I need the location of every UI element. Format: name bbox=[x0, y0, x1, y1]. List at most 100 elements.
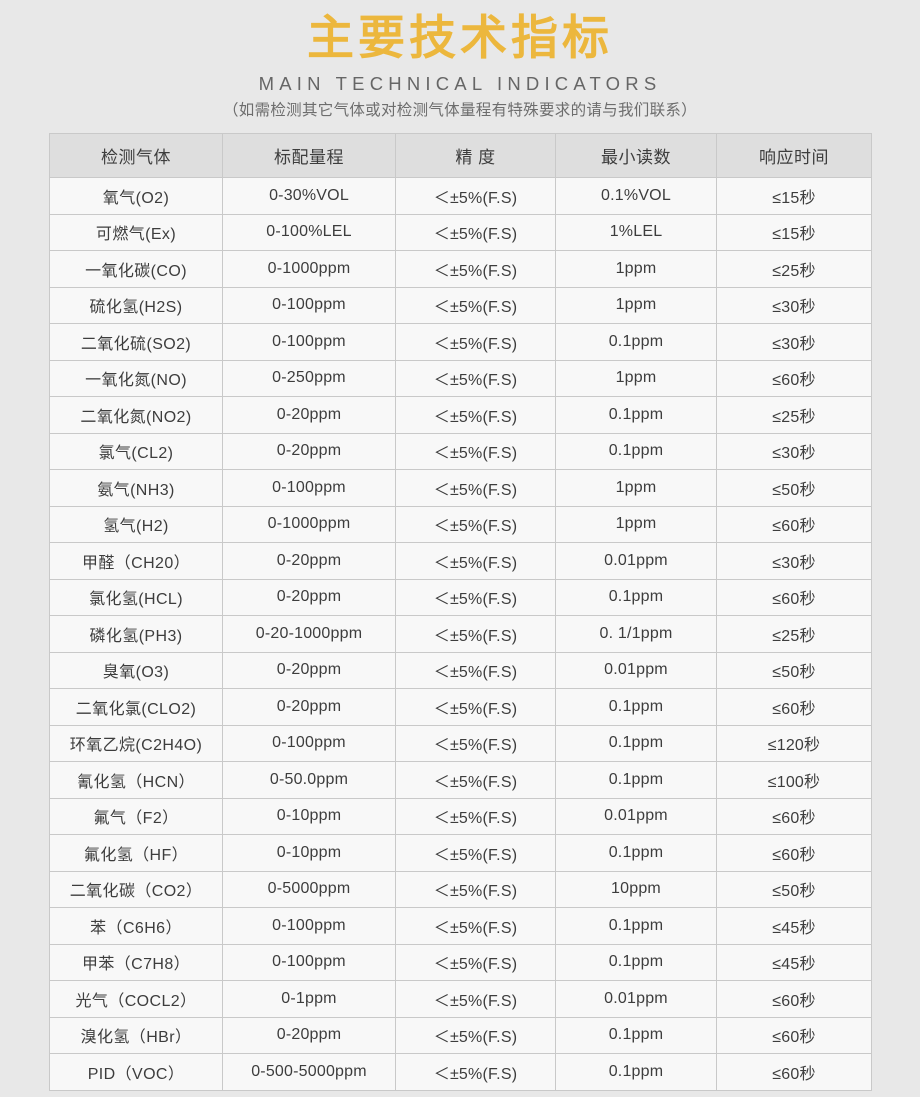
cell-min-reading: 0.1ppm bbox=[555, 943, 717, 981]
cell-gas-name: 氟化氢（HF） bbox=[49, 834, 223, 872]
cell-response-time: ≤60秒 bbox=[716, 1053, 872, 1091]
cell-min-reading: 1ppm bbox=[555, 286, 717, 324]
cell-accuracy: ＜±5%(F.S) bbox=[395, 797, 556, 835]
cell-min-reading: 0.1ppm bbox=[555, 323, 717, 361]
cell-min-reading: 0.1ppm bbox=[555, 761, 717, 799]
cell-response-time: ≤60秒 bbox=[716, 578, 872, 616]
table-row: 氢气(H2) 0-1000ppm ＜±5%(F.S) 1ppm ≤60秒 bbox=[49, 505, 872, 543]
cell-min-reading: 0.1ppm bbox=[555, 1053, 717, 1091]
cell-standard-range: 0-100ppm bbox=[222, 323, 396, 361]
cell-gas-name: 一氧化氮(NO) bbox=[49, 359, 223, 397]
cell-standard-range: 0-100ppm bbox=[222, 724, 396, 762]
cell-accuracy: ＜±5%(F.S) bbox=[395, 870, 556, 908]
cell-gas-name: 氧气(O2) bbox=[49, 177, 223, 215]
cell-min-reading: 0.1ppm bbox=[555, 688, 717, 726]
cell-accuracy: ＜±5%(F.S) bbox=[395, 943, 556, 981]
cell-standard-range: 0-250ppm bbox=[222, 359, 396, 397]
cell-accuracy: ＜±5%(F.S) bbox=[395, 651, 556, 689]
page-header: 主要技术指标 MAIN TECHNICAL INDICATORS （如需检测其它… bbox=[0, 0, 920, 123]
table-row: 氨气(NH3) 0-100ppm ＜±5%(F.S) 1ppm ≤50秒 bbox=[49, 469, 872, 507]
cell-standard-range: 0-20ppm bbox=[222, 432, 396, 470]
table-header-row: 检测气体 标配量程 精 度 最小读数 响应时间 bbox=[49, 133, 872, 178]
cell-min-reading: 1ppm bbox=[555, 505, 717, 543]
cell-min-reading: 1ppm bbox=[555, 469, 717, 507]
table-row: 光气（COCL2） 0-1ppm ＜±5%(F.S) 0.01ppm ≤60秒 bbox=[49, 980, 872, 1018]
cell-response-time: ≤25秒 bbox=[716, 615, 872, 653]
cell-standard-range: 0-100ppm bbox=[222, 907, 396, 945]
cell-standard-range: 0-20ppm bbox=[222, 688, 396, 726]
cell-standard-range: 0-1000ppm bbox=[222, 505, 396, 543]
cell-gas-name: 氢气(H2) bbox=[49, 505, 223, 543]
cell-accuracy: ＜±5%(F.S) bbox=[395, 213, 556, 251]
cell-standard-range: 0-100ppm bbox=[222, 469, 396, 507]
cell-gas-name: 苯（C6H6） bbox=[49, 907, 223, 945]
cell-response-time: ≤45秒 bbox=[716, 943, 872, 981]
cell-accuracy: ＜±5%(F.S) bbox=[395, 980, 556, 1018]
cell-accuracy: ＜±5%(F.S) bbox=[395, 615, 556, 653]
cell-accuracy: ＜±5%(F.S) bbox=[395, 396, 556, 434]
cell-gas-name: 氯气(CL2) bbox=[49, 432, 223, 470]
cell-min-reading: 0.01ppm bbox=[555, 980, 717, 1018]
technical-indicators-table: 检测气体 标配量程 精 度 最小读数 响应时间 氧气(O2) 0-30%VOL ＜±… bbox=[49, 133, 872, 1091]
table-row: 磷化氢(PH3) 0-20-1000ppm ＜±5%(F.S) 0. 1/1ppm ≤2… bbox=[49, 615, 872, 653]
cell-min-reading: 10ppm bbox=[555, 870, 717, 908]
cell-min-reading: 1ppm bbox=[555, 250, 717, 288]
cell-gas-name: 磷化氢(PH3) bbox=[49, 615, 223, 653]
cell-gas-name: 氨气(NH3) bbox=[49, 469, 223, 507]
cell-accuracy: ＜±5%(F.S) bbox=[395, 432, 556, 470]
cell-response-time: ≤50秒 bbox=[716, 651, 872, 689]
cell-min-reading: 0.1ppm bbox=[555, 834, 717, 872]
cell-gas-name: PID（VOC） bbox=[49, 1053, 223, 1091]
cell-gas-name: 二氧化氯(CLO2) bbox=[49, 688, 223, 726]
cell-standard-range: 0-20-1000ppm bbox=[222, 615, 396, 653]
column-header-accuracy: 精 度 bbox=[395, 133, 556, 178]
table-row: 二氧化氮(NO2) 0-20ppm ＜±5%(F.S) 0.1ppm ≤25秒 bbox=[49, 396, 872, 434]
cell-gas-name: 臭氧(O3) bbox=[49, 651, 223, 689]
cell-standard-range: 0-20ppm bbox=[222, 542, 396, 580]
cell-response-time: ≤30秒 bbox=[716, 286, 872, 324]
cell-response-time: ≤60秒 bbox=[716, 359, 872, 397]
cell-gas-name: 甲醛（CH20） bbox=[49, 542, 223, 580]
table-row: 苯（C6H6） 0-100ppm ＜±5%(F.S) 0.1ppm ≤45秒 bbox=[49, 907, 872, 945]
table-row: 甲醛（CH20） 0-20ppm ＜±5%(F.S) 0.01ppm ≤30秒 bbox=[49, 542, 872, 580]
cell-accuracy: ＜±5%(F.S) bbox=[395, 578, 556, 616]
cell-response-time: ≤25秒 bbox=[716, 250, 872, 288]
cell-standard-range: 0-20ppm bbox=[222, 651, 396, 689]
cell-response-time: ≤120秒 bbox=[716, 724, 872, 762]
cell-response-time: ≤50秒 bbox=[716, 870, 872, 908]
cell-response-time: ≤30秒 bbox=[716, 542, 872, 580]
cell-accuracy: ＜±5%(F.S) bbox=[395, 542, 556, 580]
cell-response-time: ≤45秒 bbox=[716, 907, 872, 945]
cell-accuracy: ＜±5%(F.S) bbox=[395, 505, 556, 543]
cell-accuracy: ＜±5%(F.S) bbox=[395, 469, 556, 507]
cell-standard-range: 0-100ppm bbox=[222, 943, 396, 981]
table-row: 氯气(CL2) 0-20ppm ＜±5%(F.S) 0.1ppm ≤30秒 bbox=[49, 432, 872, 470]
table-row: 臭氧(O3) 0-20ppm ＜±5%(F.S) 0.01ppm ≤50秒 bbox=[49, 651, 872, 689]
cell-response-time: ≤25秒 bbox=[716, 396, 872, 434]
table-row: 环氧乙烷(C2H4O) 0-100ppm ＜±5%(F.S) 0.1ppm ≤120秒 bbox=[49, 724, 872, 762]
cell-gas-name: 氯化氢(HCL) bbox=[49, 578, 223, 616]
cell-min-reading: 0.1%VOL bbox=[555, 177, 717, 215]
cell-gas-name: 氟气（F2） bbox=[49, 797, 223, 835]
cell-min-reading: 0.1ppm bbox=[555, 907, 717, 945]
cell-min-reading: 0.01ppm bbox=[555, 651, 717, 689]
table-row: 氧气(O2) 0-30%VOL ＜±5%(F.S) 0.1%VOL ≤15秒 bbox=[49, 177, 872, 215]
cell-standard-range: 0-50.0ppm bbox=[222, 761, 396, 799]
cell-accuracy: ＜±5%(F.S) bbox=[395, 250, 556, 288]
table-row: 二氧化碳（CO2） 0-5000ppm ＜±5%(F.S) 10ppm ≤50秒 bbox=[49, 870, 872, 908]
cell-gas-name: 二氧化碳（CO2） bbox=[49, 870, 223, 908]
cell-gas-name: 溴化氢（HBr） bbox=[49, 1016, 223, 1054]
cell-response-time: ≤60秒 bbox=[716, 980, 872, 1018]
table-row: 二氧化硫(SO2) 0-100ppm ＜±5%(F.S) 0.1ppm ≤30秒 bbox=[49, 323, 872, 361]
cell-gas-name: 二氧化硫(SO2) bbox=[49, 323, 223, 361]
cell-response-time: ≤15秒 bbox=[716, 177, 872, 215]
cell-accuracy: ＜±5%(F.S) bbox=[395, 761, 556, 799]
cell-min-reading: 0.1ppm bbox=[555, 578, 717, 616]
table-row: 氟化氢（HF） 0-10ppm ＜±5%(F.S) 0.1ppm ≤60秒 bbox=[49, 834, 872, 872]
cell-response-time: ≤30秒 bbox=[716, 432, 872, 470]
cell-response-time: ≤100秒 bbox=[716, 761, 872, 799]
cell-min-reading: 0. 1/1ppm bbox=[555, 615, 717, 653]
table-row: 硫化氢(H2S) 0-100ppm ＜±5%(F.S) 1ppm ≤30秒 bbox=[49, 286, 872, 324]
cell-gas-name: 可燃气(Ex) bbox=[49, 213, 223, 251]
